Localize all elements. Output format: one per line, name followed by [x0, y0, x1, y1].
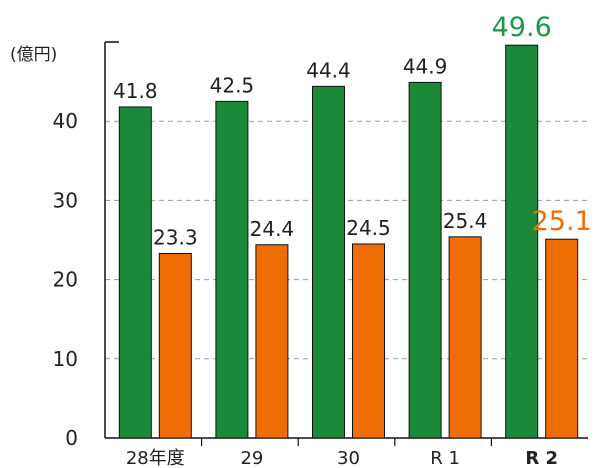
bar [215, 100, 249, 439]
y-axis-unit-label: (億円) [10, 45, 58, 65]
bar [545, 238, 579, 439]
data-label: 44.9 [403, 54, 448, 78]
x-tick-label: R 2 [525, 448, 558, 468]
y-tick-label: 40 [53, 109, 78, 133]
data-label: 44.4 [306, 58, 351, 82]
x-tick-label: 30 [337, 448, 360, 468]
data-label: 25.1 [532, 206, 592, 237]
data-label: 42.5 [210, 73, 255, 97]
y-tick-label: 20 [53, 268, 78, 292]
bar [158, 252, 192, 439]
bar [312, 85, 345, 439]
x-tick-label: 28年度 [126, 448, 185, 468]
data-label: 24.5 [346, 216, 391, 240]
y-tick-label: 0 [65, 426, 78, 450]
y-tick-label: 10 [53, 347, 78, 371]
data-label: 49.6 [492, 12, 552, 43]
x-tick-label: 29 [240, 448, 263, 468]
x-tick-label: R 1 [430, 448, 460, 468]
bar [505, 44, 539, 439]
data-label: 25.4 [443, 209, 488, 233]
bar [118, 106, 152, 439]
data-label: 24.4 [250, 217, 295, 241]
bar [448, 236, 482, 439]
bar [255, 244, 289, 439]
bar [408, 81, 442, 439]
data-label: 23.3 [153, 225, 198, 249]
data-label: 41.8 [113, 79, 158, 103]
bar [352, 243, 385, 439]
y-tick-label: 30 [53, 188, 78, 212]
